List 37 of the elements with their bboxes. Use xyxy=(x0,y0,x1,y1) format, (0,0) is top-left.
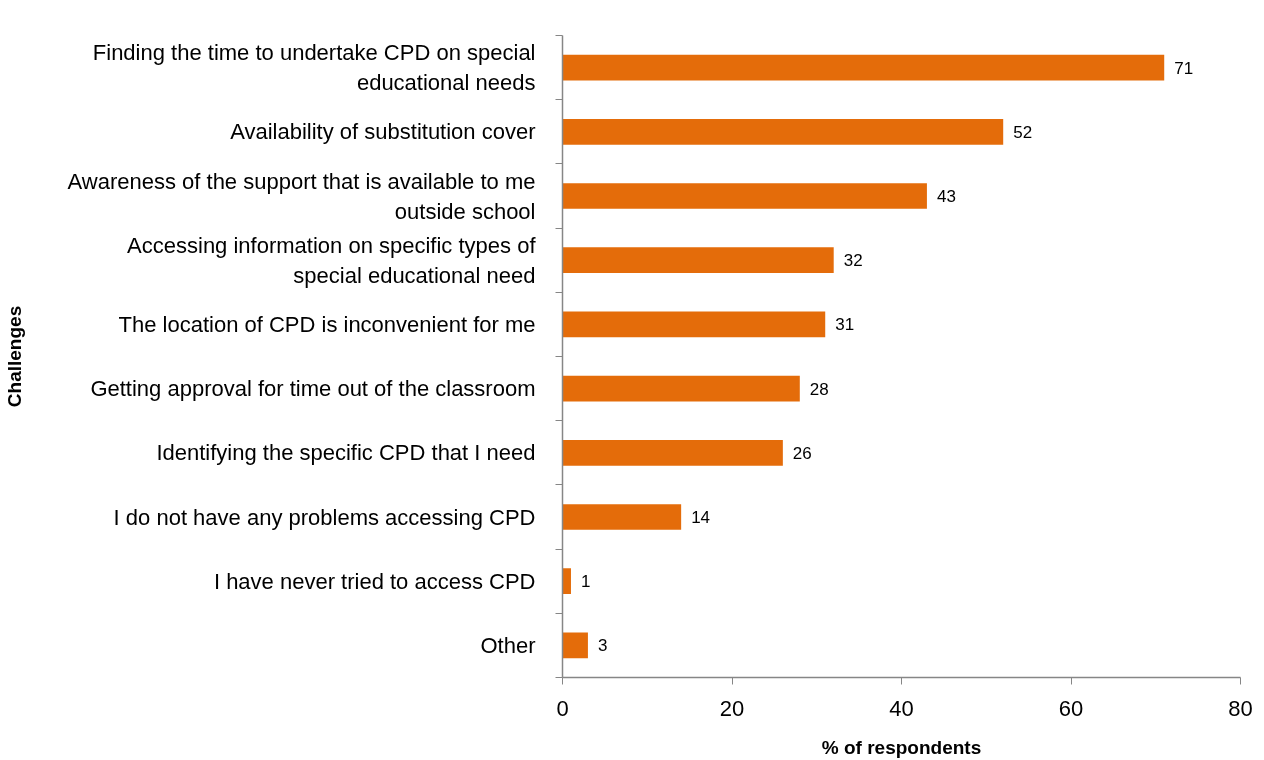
x-axis-title: % of respondents xyxy=(821,736,982,758)
data-label: 31 xyxy=(835,315,855,335)
data-label: 1 xyxy=(580,572,591,592)
bar xyxy=(562,375,800,402)
bar xyxy=(562,632,588,659)
bar xyxy=(562,568,571,595)
x-tick-label: 20 xyxy=(719,695,745,721)
data-label: 3 xyxy=(597,636,608,656)
x-tick-label: 80 xyxy=(1228,695,1253,721)
bar xyxy=(562,54,1165,81)
data-label: 43 xyxy=(936,187,956,206)
y-tick-label: Getting approval for time out of the classroom xyxy=(90,376,536,402)
bar xyxy=(562,311,826,338)
bar xyxy=(562,183,927,209)
data-label: 26 xyxy=(792,443,812,463)
data-label: 28 xyxy=(809,379,829,399)
y-tick-label: Identifying the specific CPD that I need xyxy=(156,440,536,466)
y-axis-title: Challenges xyxy=(3,305,25,408)
y-tick-label: Awareness of the support that is available to me outside school xyxy=(67,168,536,224)
y-tick-label: The location of CPD is inconvenient for me xyxy=(118,311,536,337)
y-tick-label: I have never tried to access CPD xyxy=(213,568,536,594)
bar xyxy=(562,504,682,530)
bar xyxy=(562,118,1004,145)
data-label: 14 xyxy=(691,508,711,527)
y-tick-label: Other xyxy=(480,632,536,658)
x-tick-label: 40 xyxy=(889,695,914,721)
y-tick-label: Accessing information on specific types of special educational need xyxy=(127,232,537,288)
bar xyxy=(562,247,834,274)
y-tick-label: I do not have any problems accessing CPD xyxy=(113,504,536,530)
bar xyxy=(562,439,783,466)
data-label: 32 xyxy=(843,251,863,271)
x-tick-label: 0 xyxy=(556,695,569,721)
data-label: 71 xyxy=(1174,58,1194,78)
y-tick-label: Finding the time to undertake CPD on special educational needs xyxy=(92,40,536,96)
data-label: 52 xyxy=(1013,122,1033,142)
y-tick-label: Availability of substitution cover xyxy=(230,119,536,145)
x-tick-label: 60 xyxy=(1058,695,1084,721)
